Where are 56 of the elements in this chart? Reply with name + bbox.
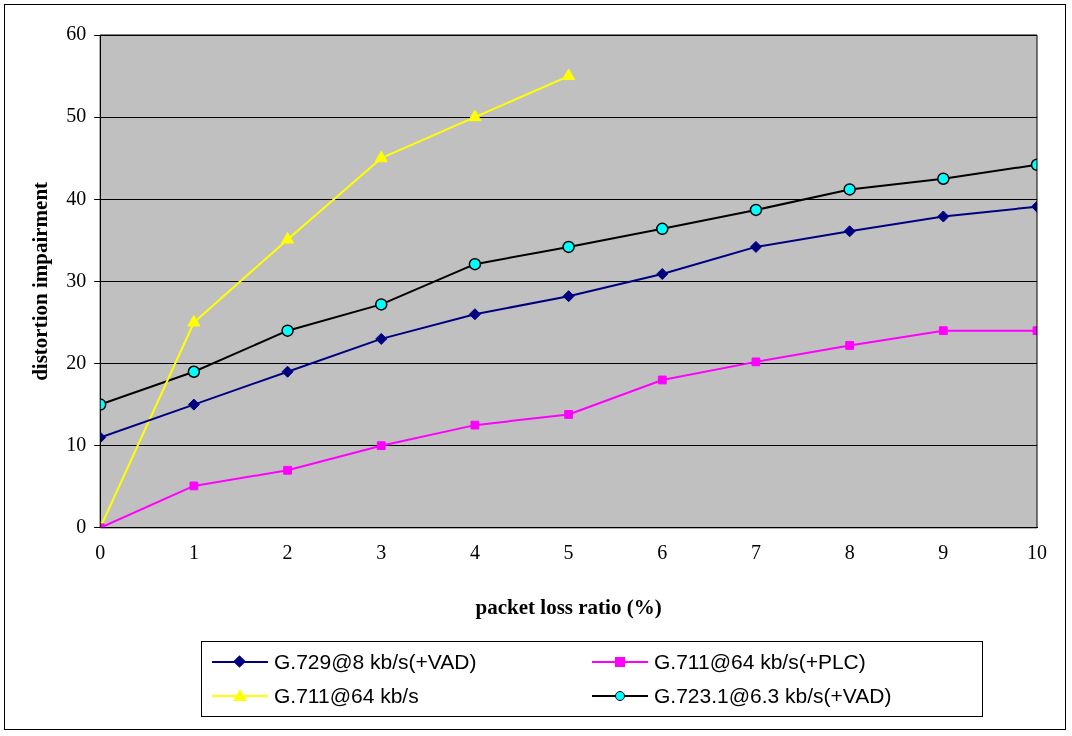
x-tick-label: 0: [95, 541, 106, 564]
point: [751, 357, 761, 367]
point: [376, 441, 386, 451]
legend-label: G.729@8 kb/s(+VAD): [274, 650, 477, 674]
legend-label: G.711@64 kb/s(+PLC): [654, 650, 866, 674]
x-axis-title: packet loss ratio (%): [475, 594, 662, 619]
y-tick-label: 30: [66, 268, 87, 291]
point: [189, 481, 199, 491]
point: [656, 222, 669, 236]
point: [845, 341, 855, 350]
point: [749, 240, 762, 253]
y-tick-label: 20: [66, 350, 87, 373]
point: [281, 324, 294, 337]
point: [937, 210, 950, 223]
point: [468, 308, 481, 321]
x-tick-label: 3: [376, 541, 387, 564]
point: [470, 420, 480, 430]
y-tick-label: 0: [76, 515, 87, 538]
point: [187, 314, 201, 327]
point: [657, 375, 667, 385]
point: [562, 290, 575, 303]
point: [374, 150, 388, 163]
y-tick-label: 40: [66, 186, 87, 209]
point: [562, 240, 575, 254]
x-tick-label: 9: [938, 541, 949, 564]
point: [283, 465, 292, 475]
x-tick-label: 4: [469, 541, 480, 564]
point: [843, 225, 856, 238]
legend-label: G.723.1@6.3 kb/s(+VAD): [654, 684, 892, 708]
x-tick-label: 10: [1027, 541, 1047, 564]
y-tick-label: 10: [66, 432, 87, 455]
x-tick-label: 7: [750, 541, 761, 564]
point: [564, 410, 573, 419]
point: [562, 68, 576, 81]
x-tick-label: 6: [657, 541, 668, 564]
point: [937, 172, 950, 185]
point: [374, 298, 388, 311]
point: [187, 398, 200, 411]
legend-label: G.711@64 kb/s: [274, 684, 419, 708]
point: [749, 203, 763, 217]
point: [281, 365, 294, 378]
point: [468, 257, 482, 271]
point: [843, 183, 856, 196]
point: [656, 268, 669, 281]
point: [938, 326, 948, 336]
x-tick-label: 1: [188, 541, 199, 564]
point: [468, 109, 482, 122]
y-tick-label: 60: [66, 22, 87, 45]
x-tick-label: 8: [844, 541, 855, 564]
x-tick-label: 2: [282, 541, 293, 564]
point: [187, 365, 201, 378]
point: [281, 232, 295, 244]
y-axis-title: distortion impairment: [28, 181, 53, 381]
point: [375, 332, 388, 345]
y-tick-label: 50: [66, 104, 87, 127]
x-tick-label: 5: [563, 541, 574, 564]
